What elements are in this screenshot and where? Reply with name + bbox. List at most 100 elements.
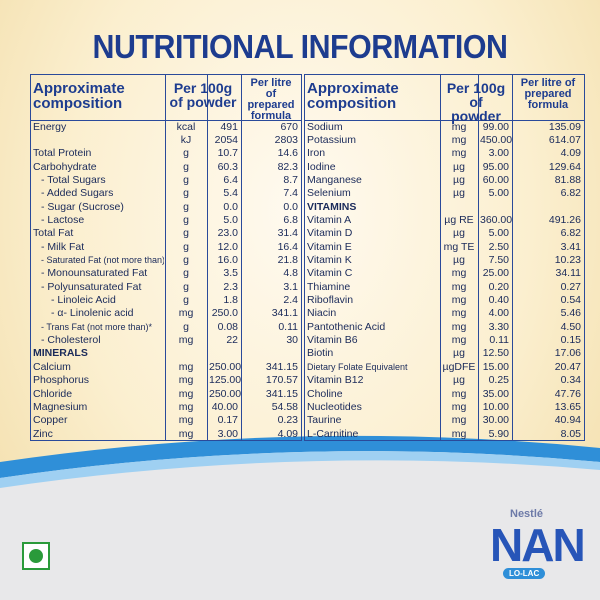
value: 16.0 <box>217 254 238 266</box>
value: 47.76 <box>554 387 581 400</box>
unit: µg <box>453 173 465 186</box>
section-label: VITAMINS <box>307 200 357 213</box>
value: 54.58 <box>271 400 298 413</box>
unit: µg <box>453 347 465 360</box>
value: 6.8 <box>283 213 298 226</box>
nutrient-name: - Monounsaturated Fat <box>41 267 148 280</box>
column-line <box>440 74 441 441</box>
unit: g <box>183 294 189 307</box>
unit: mg <box>451 334 467 347</box>
unit: mg <box>451 120 467 133</box>
row-line <box>30 120 302 121</box>
nutrient-name: - Lactose <box>41 213 85 226</box>
value: 614.07 <box>548 133 581 146</box>
value: 8.7 <box>283 173 298 186</box>
unit: mg <box>451 320 467 333</box>
value: 30 <box>286 334 298 347</box>
value: 14.6 <box>277 147 298 160</box>
value: 2.4 <box>283 294 298 307</box>
unit: g <box>183 227 189 240</box>
value: 670 <box>280 120 298 133</box>
value: 491 <box>220 120 238 133</box>
value: 8.05 <box>560 427 581 440</box>
unit: g <box>183 280 189 293</box>
value: 4.50 <box>560 320 581 333</box>
value: 60.3 <box>217 160 238 173</box>
nutrient-name: L-Carnitine <box>307 427 359 440</box>
brand-maker: Nestlé <box>510 508 544 520</box>
value: 250.00 <box>209 360 242 373</box>
nutrient-name: Taurine <box>307 414 342 427</box>
unit: g <box>183 213 189 226</box>
unit: mg <box>178 414 194 427</box>
column-line <box>207 74 208 441</box>
unit: mg <box>178 387 194 400</box>
value: 40.00 <box>211 400 238 413</box>
column-line <box>304 74 305 441</box>
value: 4.09 <box>277 427 298 440</box>
nutrient-name: Vitamin E <box>307 240 352 253</box>
value: 81.88 <box>554 173 581 186</box>
unit: g <box>183 254 189 266</box>
unit: µg <box>453 187 465 200</box>
nutrient-name: Copper <box>33 414 68 427</box>
unit: µg <box>453 227 465 240</box>
value: 21.8 <box>277 254 298 266</box>
nutrient-name: Vitamin B6 <box>307 334 358 347</box>
value: 0.08 <box>217 320 238 333</box>
value: 5.00 <box>488 227 509 240</box>
value: 15.00 <box>482 360 509 373</box>
unit: g <box>183 320 189 333</box>
value: 4.8 <box>283 267 298 280</box>
column-line <box>165 74 166 441</box>
nutrient-name: Vitamin B12 <box>307 374 364 387</box>
value: 0.11 <box>278 320 298 333</box>
value: 5.46 <box>560 307 581 320</box>
brand-name: NAN <box>490 519 586 571</box>
value: 13.65 <box>554 400 581 413</box>
nutrient-name: Choline <box>307 387 343 400</box>
nutrient-name: Vitamin D <box>307 227 353 240</box>
value: 7.4 <box>283 187 298 200</box>
value: 0.0 <box>283 200 298 213</box>
value: 0.15 <box>560 334 581 347</box>
unit: mg <box>451 294 467 307</box>
value: 5.0 <box>223 213 238 226</box>
value: 360.00 <box>480 213 513 226</box>
column-line <box>584 74 585 441</box>
value: 34.11 <box>555 267 582 280</box>
nutrient-name: Magnesium <box>33 400 88 413</box>
column-line <box>301 74 302 441</box>
value: 23.0 <box>217 227 238 240</box>
unit: g <box>183 187 189 200</box>
unit: mg <box>451 147 467 160</box>
column-line <box>478 74 479 441</box>
value: 2054 <box>214 133 238 146</box>
unit: mg <box>451 387 467 400</box>
value: 5.00 <box>488 187 509 200</box>
unit: µg <box>453 160 465 173</box>
value: 3.00 <box>488 147 509 160</box>
value: 0.25 <box>488 374 509 387</box>
value: 0.27 <box>560 280 581 293</box>
value: 7.50 <box>488 254 509 266</box>
unit: g <box>183 267 189 280</box>
unit: kcal <box>176 120 196 133</box>
unit: mg <box>451 414 467 427</box>
value: 6.82 <box>560 187 581 200</box>
value: 10.00 <box>482 400 509 413</box>
nutrient-name: Calcium <box>33 360 71 373</box>
value: 2803 <box>274 133 298 146</box>
value: 491.26 <box>548 213 581 226</box>
row-line <box>304 74 585 75</box>
nutrient-name: - Trans Fat (not more than)* <box>41 321 153 332</box>
section-label: MINERALS <box>33 347 88 360</box>
row-line <box>30 440 302 442</box>
nutrient-name: Nucleotides <box>307 400 362 413</box>
header-cell: Per litre of prepared formula <box>520 77 576 111</box>
nutrient-name: Carbohydrate <box>33 160 97 173</box>
value: 82.3 <box>277 160 298 173</box>
value: 40.94 <box>554 414 581 427</box>
header-cell: Per litre of prepared formula <box>247 77 295 122</box>
